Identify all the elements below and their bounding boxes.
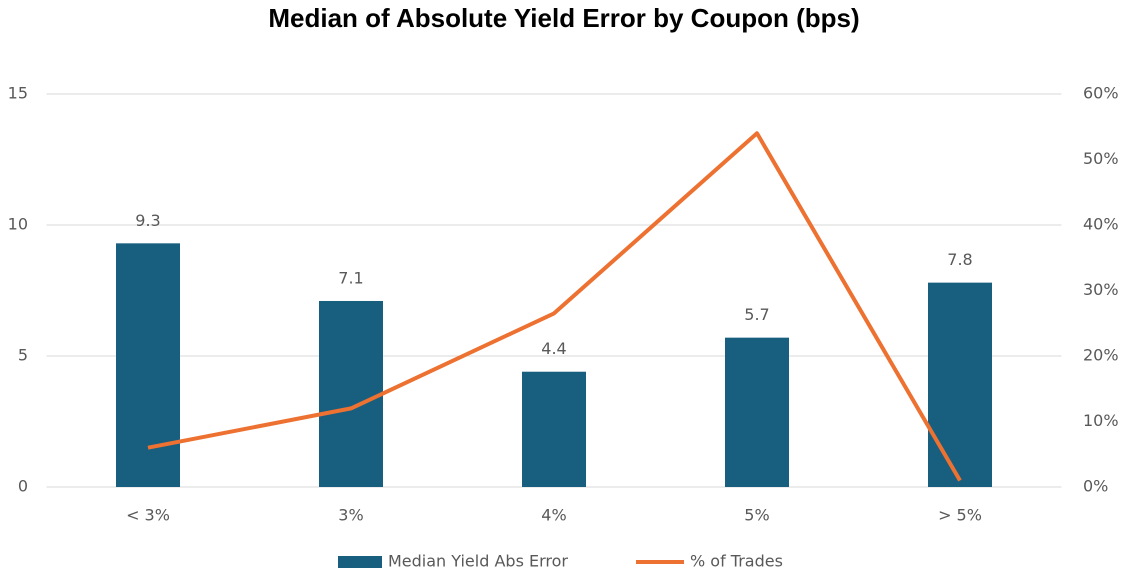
y2-tick-label: 40% — [1083, 215, 1119, 234]
y2-tick-label: 60% — [1083, 84, 1119, 103]
data-label: 4.4 — [541, 339, 566, 358]
bar — [116, 243, 180, 487]
y-tick-label: 15 — [8, 84, 28, 103]
y2-tick-label: 50% — [1083, 149, 1119, 168]
legend-label: Median Yield Abs Error — [388, 552, 568, 571]
data-label: 9.3 — [135, 211, 160, 230]
x-tick-label: > 5% — [938, 506, 982, 525]
y-tick-label: 0 — [18, 477, 28, 496]
data-label: 7.8 — [947, 250, 972, 269]
bar — [928, 282, 992, 487]
y2-tick-label: 10% — [1083, 411, 1119, 430]
data-label: 5.7 — [744, 305, 769, 324]
y2-tick-label: 30% — [1083, 280, 1119, 299]
x-tick-label: 5% — [744, 506, 769, 525]
y-tick-label: 10 — [8, 215, 28, 234]
line — [147, 131, 962, 482]
y-tick-label: 5 — [18, 346, 28, 365]
bar — [319, 300, 383, 487]
bar — [522, 371, 586, 487]
legend-label: % of Trades — [690, 552, 783, 571]
x-tick-label: < 3% — [126, 506, 170, 525]
x-tick-label: 3% — [338, 506, 363, 525]
y2-tick-label: 0% — [1083, 477, 1108, 496]
legend-swatch — [338, 556, 382, 568]
chart-title: Median of Absolute Yield Error by Coupon… — [268, 3, 859, 33]
data-label: 7.1 — [338, 268, 363, 287]
bar — [725, 337, 789, 487]
x-tick-label: 4% — [541, 506, 566, 525]
y2-tick-label: 20% — [1083, 346, 1119, 365]
